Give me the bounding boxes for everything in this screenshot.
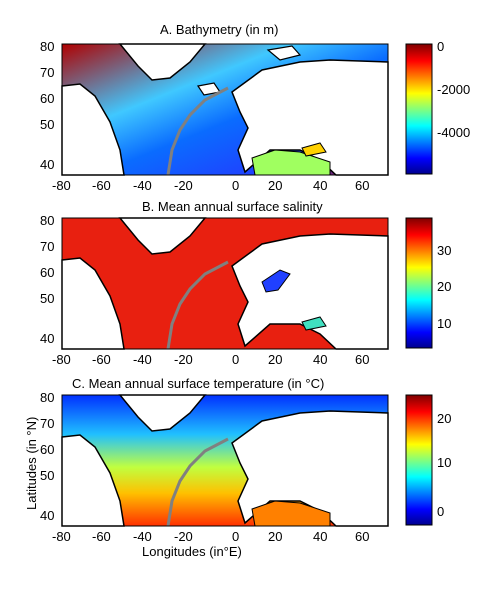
mid-atlantic-ridge	[166, 86, 229, 176]
panel-c-ytick-50: 50	[40, 468, 54, 483]
panel-c-ytick-60: 60	[40, 442, 54, 457]
panel-b-cbar-tick-0: 30	[437, 243, 451, 258]
panel-a-ytick-60: 60	[40, 91, 54, 106]
y-axis-label: Latitudes (in °N)	[24, 416, 39, 510]
svalbard-landmass	[266, 45, 302, 61]
panel-c-xtick-m60: -60	[92, 529, 111, 544]
black-sea	[301, 316, 327, 331]
panel-c-xtick-m20: -20	[174, 529, 193, 544]
panel-b-xtick-20: 20	[268, 352, 282, 367]
panel-b-xtick-m80: -80	[52, 352, 71, 367]
panel-a-xtick-60: 60	[355, 178, 369, 190]
panel-c-xtick-60: 60	[355, 529, 369, 544]
panel-a-ytick-50: 50	[40, 117, 54, 132]
panel-c-cbar-tick-1: 10	[437, 455, 451, 470]
panel-a-title: A. Bathymetry (in m)	[160, 22, 279, 37]
panel-c-xtick-m40: -40	[133, 529, 152, 544]
panel-a-ytick-70: 70	[40, 65, 54, 80]
panel-b-title: B. Mean annual surface salinity	[142, 199, 323, 214]
panel-a-xtick-m60: -60	[92, 178, 111, 190]
panel-salinity: B. Mean annual surface salinity 30 20 10…	[0, 190, 489, 370]
mid-atlantic-ridge	[166, 437, 229, 527]
panel-c-svg: 20 10 0 80 70 60 50 40 -80 -60 -40 -20 0…	[40, 390, 451, 544]
panel-a-svg: 0 -2000 -4000 80 70 60 50 40 -80 -60 -40…	[40, 39, 470, 190]
panel-b-colorbar	[405, 217, 433, 349]
panel-c-colorbar	[405, 394, 433, 526]
panel-a-colorbar	[405, 43, 433, 175]
panel-c-ytick-80: 80	[40, 390, 54, 405]
panel-c-xtick-20: 20	[268, 529, 282, 544]
panel-a-xtick-0: 0	[232, 178, 239, 190]
black-sea	[301, 142, 327, 157]
panel-a-ytick-40: 40	[40, 157, 54, 172]
panel-a-ytick-80: 80	[40, 39, 54, 54]
panel-c-xtick-m80: -80	[52, 529, 71, 544]
panel-b-xtick-m40: -40	[133, 352, 152, 367]
panel-c-xtick-0: 0	[232, 529, 239, 544]
panel-a-xtick-m20: -20	[174, 178, 193, 190]
panel-b-xtick-m60: -60	[92, 352, 111, 367]
panel-a-xtick-40: 40	[313, 178, 327, 190]
mid-atlantic-ridge	[166, 260, 229, 350]
panel-b-ytick-60: 60	[40, 265, 54, 280]
panel-b-cbar-tick-2: 10	[437, 316, 451, 331]
panel-a-axes-box	[61, 43, 389, 176]
panel-c-ytick-40: 40	[40, 508, 54, 523]
panel-b-xtick-40: 40	[313, 352, 327, 367]
panel-c-cbar-tick-0: 20	[437, 411, 451, 426]
baltic-sea	[261, 269, 291, 293]
panel-b-cbar-tick-1: 20	[437, 279, 451, 294]
panel-a-cbar-tick-1: -2000	[437, 82, 470, 97]
panel-b-ytick-40: 40	[40, 331, 54, 346]
panel-b-xtick-60: 60	[355, 352, 369, 367]
panel-c-xtick-40: 40	[313, 529, 327, 544]
panel-c-title: C. Mean annual surface temperature (in °…	[72, 376, 325, 391]
x-axis-label: Longitudes (in°E)	[142, 544, 242, 559]
panel-b-xtick-m20: -20	[174, 352, 193, 367]
panel-a-xtick-m40: -40	[133, 178, 152, 190]
europe-landmass	[231, 233, 389, 350]
panel-c-ytick-70: 70	[40, 416, 54, 431]
panel-b-ytick-80: 80	[40, 213, 54, 228]
panel-a-xtick-m80: -80	[52, 178, 71, 190]
panel-a-cbar-tick-0: 0	[437, 39, 444, 54]
panel-b-ytick-50: 50	[40, 291, 54, 306]
panel-c-cbar-tick-2: 0	[437, 504, 444, 519]
panel-c-axes-box	[61, 394, 389, 527]
panel-b-ytick-70: 70	[40, 239, 54, 254]
panel-b-xtick-0: 0	[232, 352, 239, 367]
panel-bathymetry: A. Bathymetry (in m)	[0, 0, 489, 190]
panel-a-cbar-tick-2: -4000	[437, 125, 470, 140]
panel-b-svg: 30 20 10 80 70 60 50 40 -80 -60 -40 -20 …	[40, 213, 451, 367]
panel-temperature: C. Mean annual surface temperature (in °…	[0, 370, 489, 593]
panel-a-xtick-20: 20	[268, 178, 282, 190]
panel-b-axes-box	[61, 217, 389, 350]
